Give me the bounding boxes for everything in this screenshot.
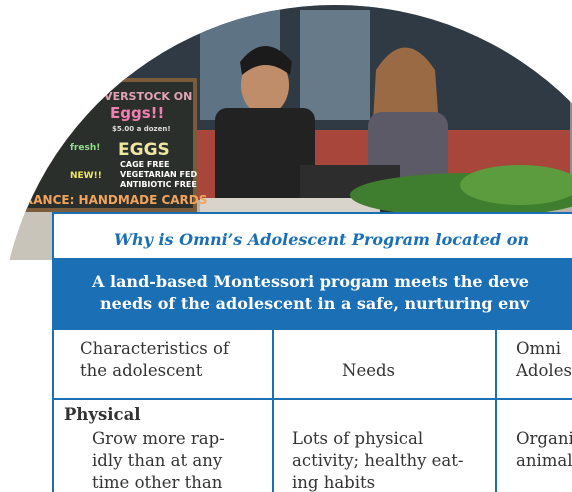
cell-text: animal — [516, 450, 572, 472]
header-text: the adolescent — [80, 360, 202, 382]
chalk-text: OVERSTOCK ON — [95, 90, 192, 103]
header-text: Characteristics of — [80, 338, 229, 360]
column-border — [495, 330, 497, 492]
cell-text: Grow more rap- — [92, 428, 225, 450]
banner: A land-based Montessori progam meets the… — [54, 258, 572, 330]
cell-text: Organi — [516, 428, 572, 450]
page: OVERSTOCK ON Eggs!! $5.00 a dozen! EGGS … — [0, 0, 572, 492]
row-border — [54, 398, 572, 400]
chalk-text: VEGETARIAN FED — [120, 170, 197, 179]
chalk-text: EGGS — [118, 140, 170, 160]
row-category: Physical — [64, 404, 141, 426]
header-text: Omni — [516, 338, 561, 360]
chalk-text: Eggs!! — [110, 104, 164, 122]
banner-line: needs of the adolescent in a safe, nurtu… — [100, 294, 529, 313]
cell-text: ing habits — [292, 472, 375, 492]
chalk-text: NEW!! — [70, 171, 102, 181]
cell-text: idly than at any — [92, 450, 222, 472]
chalk-text: $5.00 a dozen! — [112, 125, 171, 133]
header-text: Adoles — [516, 360, 572, 382]
chalk-text: RANCE: HANDMADE CARDS — [24, 193, 207, 207]
column-border — [272, 330, 274, 492]
header-text: Needs — [342, 360, 395, 382]
table: Why is Omni’s Adolescent Program located… — [52, 212, 572, 492]
chalk-text: CAGE FREE — [120, 160, 169, 169]
cell-text: time other than — [92, 472, 222, 492]
banner-line: A land-based Montessori progam meets the… — [92, 272, 529, 291]
cell-text: activity; healthy eat- — [292, 450, 463, 472]
cell-text: Lots of physical — [292, 428, 423, 450]
table-title: Why is Omni’s Adolescent Program located… — [114, 230, 529, 249]
chalk-text: ANTIBIOTIC FREE — [120, 180, 197, 189]
chalk-text: fresh! — [70, 143, 100, 153]
